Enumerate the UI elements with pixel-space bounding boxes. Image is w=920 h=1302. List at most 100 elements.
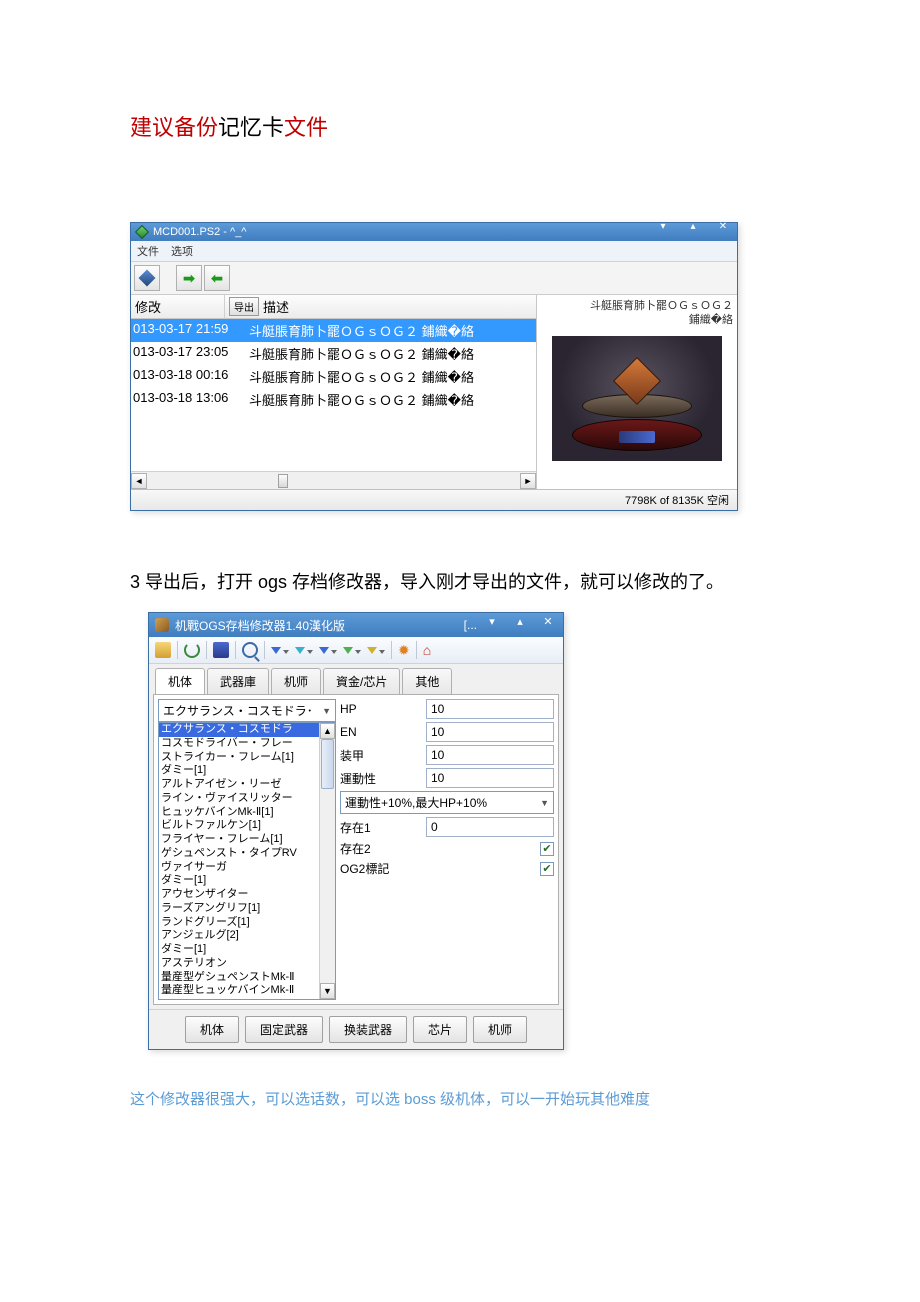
list-item[interactable]: ダミー[1]	[159, 764, 335, 778]
app-icon	[155, 618, 169, 632]
bonus-combo[interactable]: 運動性+10%,最大HP+10% ▼	[340, 791, 554, 814]
save-time: 013-03-18 13:06	[131, 390, 249, 409]
btn-chip[interactable]: 芯片	[413, 1016, 467, 1043]
heading-red-1: 建议备份	[130, 115, 218, 140]
list-item[interactable]: エクサランス・コスモドラ	[159, 723, 335, 737]
maximize-button[interactable]: ▴	[507, 615, 533, 631]
tab-mecha[interactable]: 机体	[155, 668, 205, 694]
list-item[interactable]: ヒュッケバインMk-Ⅱ[1]	[159, 806, 335, 820]
toolbar-open-icon[interactable]	[134, 265, 160, 291]
search-icon[interactable]	[242, 642, 258, 658]
scroll-up-icon[interactable]: ▲	[320, 723, 335, 739]
dropdown-green[interactable]	[343, 643, 361, 657]
scroll-right-icon[interactable]: ►	[520, 473, 536, 489]
title-extra: [...	[464, 618, 477, 632]
en-input[interactable]: 10	[426, 722, 554, 742]
tab-funds[interactable]: 資金/芯片	[323, 668, 400, 694]
horizontal-scrollbar[interactable]: ◄ ►	[131, 471, 536, 489]
window-titlebar[interactable]: 机戰OGS存档修改器1.40漢化版 [... ▾ ▴ ✕	[149, 613, 563, 637]
minimize-button[interactable]: ▾	[649, 221, 677, 237]
save-desc: 斗艇脹育肺卜罷ＯＧｓＯＧ２ 鋪織�絡	[249, 321, 536, 340]
save-time: 013-03-18 00:16	[131, 367, 249, 386]
mecha-select-combo[interactable]: エクサランス・コスモドラ･ ▼	[158, 699, 336, 722]
mobility-input[interactable]: 10	[426, 768, 554, 788]
tab-other[interactable]: 其他	[402, 668, 452, 694]
list-item[interactable]: 量産型ヒュッケバインMk-Ⅱ	[159, 984, 335, 998]
list-item[interactable]: アステリオン	[159, 957, 335, 971]
refresh-icon[interactable]	[184, 642, 200, 658]
list-item[interactable]: ヴァイサーガ	[159, 861, 335, 875]
scroll-left-icon[interactable]: ◄	[131, 473, 147, 489]
hp-input[interactable]: 10	[426, 699, 554, 719]
list-item[interactable]: ストライカー・フレーム[1]	[159, 751, 335, 765]
save-list-panel: 修改 导出 描述 013-03-17 21:59 斗艇脹育肺卜罷ＯＧｓＯＧ２ 鋪…	[131, 295, 537, 489]
exist2-checkbox[interactable]: ✔	[540, 842, 554, 856]
list-item[interactable]: ゲシュペンスト・タイプRV	[159, 847, 335, 861]
save-preview-image	[552, 336, 722, 461]
dropdown-cyan[interactable]	[295, 643, 313, 657]
list-item[interactable]: ラーズアングリフ[1]	[159, 902, 335, 916]
list-item[interactable]: 量産型ゲシュペンストMk-Ⅱ	[159, 971, 335, 985]
tab-weapons[interactable]: 武器庫	[207, 668, 269, 694]
scroll-down-icon[interactable]: ▼	[320, 983, 335, 999]
btn-swap-weapon[interactable]: 换装武器	[329, 1016, 407, 1043]
close-button[interactable]: ✕	[535, 615, 561, 631]
save-row[interactable]: 013-03-18 00:16 斗艇脹育肺卜罷ＯＧｓＯＧ２ 鋪織�絡	[131, 365, 536, 388]
tab-bar: 机体 武器庫 机师 資金/芯片 其他	[149, 664, 563, 694]
header-modify[interactable]: 修改	[131, 295, 225, 318]
close-button[interactable]: ✕	[709, 221, 737, 237]
save-rows: 013-03-17 21:59 斗艇脹育肺卜罷ＯＧｓＯＧ２ 鋪織�絡 013-0…	[131, 319, 536, 411]
dropdown-yellow[interactable]	[367, 643, 385, 657]
list-item[interactable]: アンジェルグ[2]	[159, 929, 335, 943]
exist1-input[interactable]: 0	[426, 817, 554, 837]
toolbar-export-icon[interactable]: ⬅	[204, 265, 230, 291]
list-item[interactable]: ランドグリーズ[1]	[159, 916, 335, 930]
menu-options[interactable]: 选项	[171, 243, 193, 259]
save-time: 013-03-17 23:05	[131, 344, 249, 363]
list-item[interactable]: アウセンザイター	[159, 888, 335, 902]
list-item[interactable]: ライン・ヴァイスリッター	[159, 792, 335, 806]
list-item[interactable]: コスモドライバー・フレー	[159, 737, 335, 751]
tab-pilot[interactable]: 机师	[271, 668, 321, 694]
dropdown-blue2[interactable]	[319, 643, 337, 657]
list-item[interactable]: ダミー[1]	[159, 874, 335, 888]
en-label: EN	[340, 725, 426, 739]
list-item[interactable]: アルトアイゼン・リーゼ	[159, 778, 335, 792]
list-item[interactable]: フライヤー・フレーム[1]	[159, 833, 335, 847]
export-button[interactable]: 导出	[229, 297, 259, 316]
settings-icon[interactable]: ✹	[398, 642, 410, 659]
list-item[interactable]: ビルトファルケン[1]	[159, 819, 335, 833]
vertical-scrollbar[interactable]: ▲ ▼	[319, 723, 335, 999]
maximize-button[interactable]: ▴	[679, 221, 707, 237]
save-desc: 斗艇脹育肺卜罷ＯＧｓＯＧ２ 鋪織�絡	[249, 344, 536, 363]
ogs-editor-window: 机戰OGS存档修改器1.40漢化版 [... ▾ ▴ ✕ ✹ ⌂ 机体 武器庫 …	[148, 612, 564, 1050]
save-row[interactable]: 013-03-18 13:06 斗艇脹育肺卜罷ＯＧｓＯＧ２ 鋪織�絡	[131, 388, 536, 411]
mobility-label: 運動性	[340, 770, 426, 787]
save-row[interactable]: 013-03-17 23:05 斗艇脹育肺卜罷ＯＧｓＯＧ２ 鋪織�絡	[131, 342, 536, 365]
menu-file[interactable]: 文件	[137, 243, 159, 259]
armor-input[interactable]: 10	[426, 745, 554, 765]
btn-fixed-weapon[interactable]: 固定武器	[245, 1016, 323, 1043]
exist2-label: 存在2	[340, 840, 426, 857]
menubar: 文件 选项	[131, 241, 737, 262]
btn-mecha[interactable]: 机体	[185, 1016, 239, 1043]
og2-checkbox[interactable]: ✔	[540, 862, 554, 876]
bottom-buttons: 机体 固定武器 换装武器 芯片 机师	[149, 1009, 563, 1049]
toolbar-import-icon[interactable]: ➡	[176, 265, 202, 291]
instruction-paragraph: 3 导出后，打开 ogs 存档修改器，导入刚才导出的文件，就可以修改的了。	[130, 561, 790, 604]
save-icon[interactable]	[213, 642, 229, 658]
home-icon[interactable]: ⌂	[423, 642, 431, 658]
window-title: 机戰OGS存档修改器1.40漢化版	[175, 617, 345, 634]
save-row[interactable]: 013-03-17 21:59 斗艇脹育肺卜罷ＯＧｓＯＧ２ 鋪織�絡	[131, 319, 536, 342]
btn-pilot[interactable]: 机师	[473, 1016, 527, 1043]
heading-warning: 建议备份记忆卡文件	[130, 110, 790, 142]
list-item[interactable]: ダミー[1]	[159, 943, 335, 957]
open-icon[interactable]	[155, 642, 171, 658]
scroll-thumb[interactable]	[321, 739, 334, 789]
minimize-button[interactable]: ▾	[479, 615, 505, 631]
window-title: MCD001.PS2 - ^_^	[153, 226, 246, 238]
scroll-thumb[interactable]	[278, 474, 288, 488]
dropdown-blue[interactable]	[271, 643, 289, 657]
mecha-listbox[interactable]: エクサランス・コスモドラ コスモドライバー・フレー ストライカー・フレーム[1]…	[158, 722, 336, 1000]
window-titlebar[interactable]: MCD001.PS2 - ^_^ ▾ ▴ ✕	[131, 223, 737, 241]
